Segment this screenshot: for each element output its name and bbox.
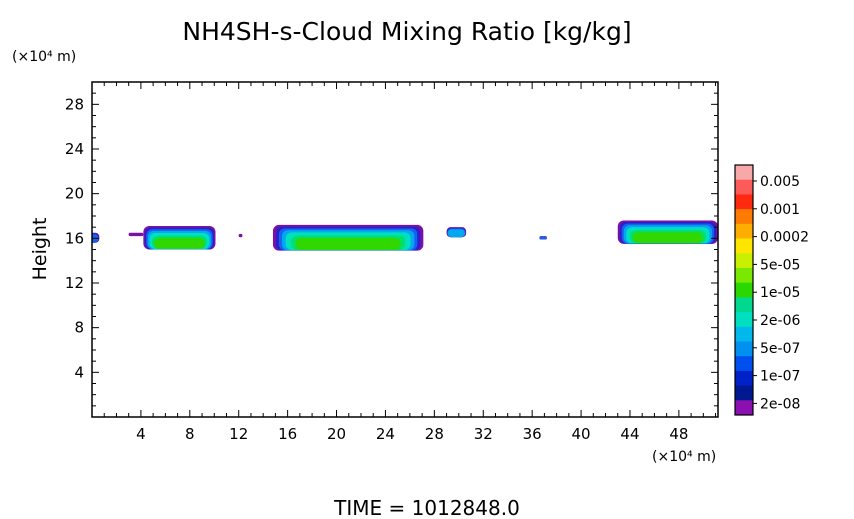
x-tick-label: 28: [425, 425, 444, 443]
colorbar-swatch: [735, 312, 753, 328]
x-tick-label: 8: [185, 425, 195, 443]
x-tick-label: 44: [620, 425, 639, 443]
y-axis-label: Height: [29, 218, 51, 281]
y-tick-label: 12: [65, 274, 84, 292]
x-tick-label: 12: [229, 425, 248, 443]
y-unit-label: (×10⁴ m): [12, 49, 76, 65]
colorbar-swatch: [735, 341, 753, 357]
y-tick-label: 28: [65, 95, 84, 113]
colorbar-swatch: [735, 194, 753, 210]
x-tick-label: 4: [136, 425, 146, 443]
colorbar-label: 5e-05: [760, 257, 800, 273]
cloud-cell: [447, 229, 465, 238]
x-tick-label: 36: [523, 425, 542, 443]
colorbar-swatch: [735, 326, 753, 342]
time-footer: TIME = 1012848.0: [333, 496, 520, 519]
y-tick-label: 8: [74, 319, 84, 337]
colorbar-swatch: [735, 400, 753, 416]
colorbar-label: 1e-05: [760, 285, 800, 301]
cloud-cell: [539, 236, 547, 240]
y-tick-label: 20: [65, 185, 84, 203]
colorbar: 0.005 0.001 0.0002 5e-05 1e-05 2e-06 5e-07 1e-0…: [734, 164, 809, 416]
chart-title: NH4SH-s-Cloud Mixing Ratio [kg/kg]: [182, 17, 631, 46]
y-tick-label: 24: [65, 140, 84, 158]
x-tick-label: 16: [278, 425, 297, 443]
colorbar-label: 0.001: [760, 202, 800, 218]
colorbar-swatch: [735, 253, 753, 269]
cloud-cell: [128, 232, 144, 237]
colorbar-swatch: [735, 297, 753, 313]
colorbar-swatch: [735, 385, 753, 401]
cloud-cell: [295, 238, 401, 250]
colorbar-label: 2e-08: [760, 396, 800, 412]
colorbar-swatch: [735, 356, 753, 372]
x-tick-label: 32: [474, 425, 493, 443]
y-tick-label: 4: [74, 363, 84, 381]
y-tick-label: 16: [65, 229, 84, 247]
colorbar-label: 2e-06: [760, 313, 800, 329]
colorbar-swatch: [735, 238, 753, 254]
colorbar-swatch: [735, 370, 753, 387]
x-tick-label: 20: [327, 425, 346, 443]
colorbar-label: 0.005: [760, 174, 800, 190]
x-unit-label: (×10⁴ m): [652, 449, 716, 465]
colorbar-swatch: [735, 165, 753, 181]
cloud-cell: [632, 232, 703, 244]
x-tick-label: 24: [376, 425, 395, 443]
colorbar-swatch: [735, 209, 753, 225]
colorbar-swatch: [735, 223, 753, 240]
colorbar-label: 5e-07: [760, 341, 800, 357]
cloud-cell: [238, 233, 243, 238]
cloud-field: [92, 220, 718, 251]
colorbar-swatch: [735, 179, 753, 195]
x-tick-label: 48: [669, 425, 688, 443]
colorbar-label: 1e-07: [760, 369, 800, 385]
colorbar-swatch: [735, 267, 753, 284]
cloud-cell: [154, 238, 205, 249]
colorbar-label: 0.0002: [760, 230, 809, 246]
colorbar-swatch: [735, 282, 753, 298]
colorbar-frame: [734, 164, 754, 416]
x-tick-label: 40: [572, 425, 591, 443]
